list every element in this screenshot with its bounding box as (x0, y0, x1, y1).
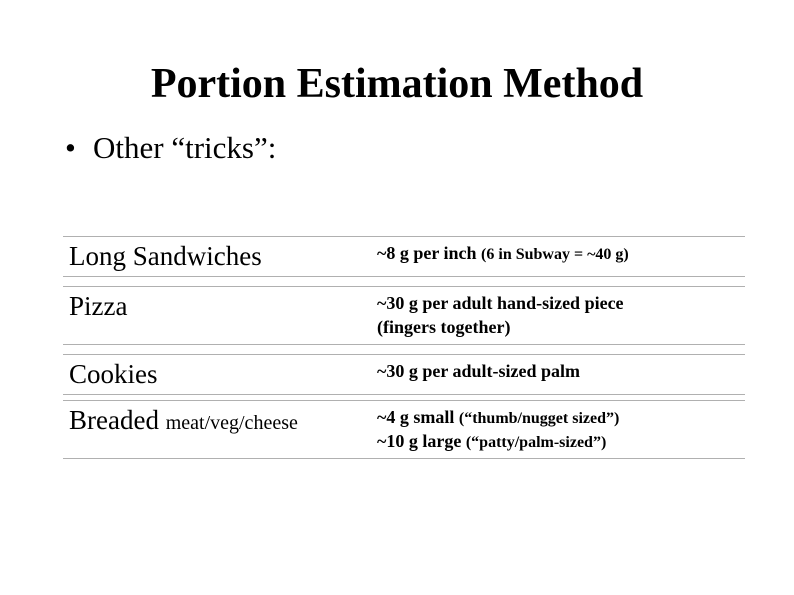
bullet-dot-icon: • (65, 130, 93, 166)
row-label: Long Sandwiches (63, 237, 371, 277)
row-value-line2: (fingers together) (377, 317, 510, 337)
row-value-paren: (6 in Subway = ~40 g) (481, 246, 629, 263)
bullet-line: •Other “tricks”: (65, 130, 739, 166)
row-value-line2-main: ~10 g large (377, 431, 466, 451)
row-value: ~30 g per adult hand-sized piece (finger… (371, 287, 745, 345)
row-value-line2-paren: (“patty/palm-sized”) (466, 434, 606, 451)
row-label-sub: meat/veg/cheese (166, 412, 298, 434)
table-row: Pizza ~30 g per adult hand-sized piece (… (63, 287, 745, 345)
row-value-main: ~4 g small (377, 407, 459, 427)
slide-title: Portion Estimation Method (55, 60, 739, 108)
row-label-main: Cookies (69, 359, 158, 389)
row-label: Pizza (63, 287, 371, 345)
bullet-text: Other “tricks”: (93, 130, 276, 165)
row-value: ~30 g per adult-sized palm (371, 354, 745, 394)
row-label: Breaded meat/veg/cheese (63, 400, 371, 458)
row-label: Cookies (63, 354, 371, 394)
row-label-main: Long Sandwiches (69, 241, 262, 271)
table-row: Breaded meat/veg/cheese ~4 g small (“thu… (63, 400, 745, 458)
row-value-main: ~30 g per adult hand-sized piece (377, 293, 624, 313)
row-value: ~4 g small (“thumb/nugget sized”) ~10 g … (371, 400, 745, 458)
portion-table: Long Sandwiches ~8 g per inch (6 in Subw… (63, 236, 745, 459)
row-label-main: Pizza (69, 291, 127, 321)
slide-container: Portion Estimation Method •Other “tricks… (0, 0, 794, 595)
row-value-main: ~8 g per inch (377, 243, 481, 263)
table-row: Long Sandwiches ~8 g per inch (6 in Subw… (63, 237, 745, 277)
row-value: ~8 g per inch (6 in Subway = ~40 g) (371, 237, 745, 277)
row-value-paren: (“thumb/nugget sized”) (459, 410, 619, 427)
row-label-main: Breaded (69, 405, 166, 435)
table-row: Cookies ~30 g per adult-sized palm (63, 354, 745, 394)
row-value-main: ~30 g per adult-sized palm (377, 361, 580, 381)
